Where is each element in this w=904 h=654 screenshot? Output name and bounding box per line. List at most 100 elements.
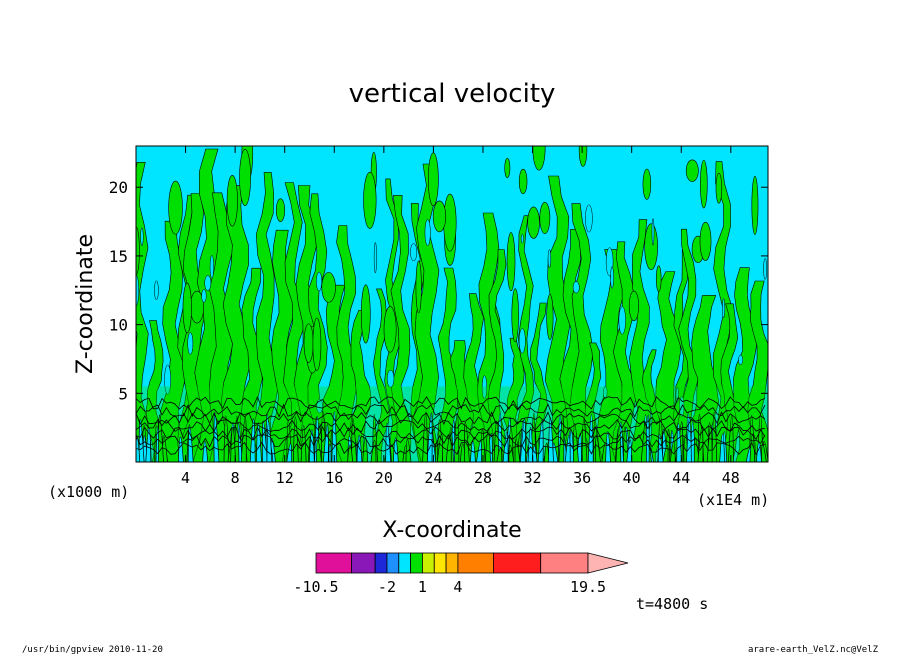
- colorbar-segment: [540, 552, 589, 574]
- x-tick-label: 16: [325, 469, 343, 487]
- velocity-blob: [751, 176, 759, 235]
- low-level-cell: [436, 434, 443, 462]
- velocity-blob: [427, 152, 439, 207]
- colorbar-label: -2: [378, 578, 396, 596]
- velocity-gap: [610, 266, 614, 289]
- x-tick-label: 8: [231, 469, 240, 487]
- x-tick-label: 36: [573, 469, 591, 487]
- velocity-gap: [164, 364, 172, 395]
- velocity-gap: [572, 281, 580, 294]
- velocity-blob: [239, 149, 251, 206]
- velocity-gap: [518, 328, 526, 354]
- contour-line: [136, 426, 766, 441]
- velocity-blob: [527, 206, 540, 239]
- low-level-cell: [508, 444, 515, 462]
- velocity-blob: [700, 159, 708, 209]
- low-level-cell: [706, 424, 713, 462]
- velocity-gap: [547, 249, 552, 269]
- low-level-cell: [261, 420, 268, 462]
- velocity-plume: [390, 195, 412, 462]
- low-level-cell: [286, 443, 293, 462]
- low-level-cell: [676, 422, 682, 462]
- x-tick-label: 32: [524, 469, 542, 487]
- velocity-gap: [738, 354, 743, 366]
- velocity-gap: [520, 234, 524, 244]
- footer-right: arare-earth_VelZ.nc@VelZ: [748, 645, 879, 654]
- velocity-blob: [182, 282, 192, 334]
- velocity-gap: [410, 243, 418, 262]
- low-level-cell: [187, 426, 194, 462]
- y-tick-label: 20: [109, 178, 128, 197]
- low-level-cell: [331, 411, 338, 462]
- chart-title: vertical velocity: [349, 79, 556, 109]
- colorbar-segment: [433, 552, 447, 574]
- velocity-blob: [511, 288, 519, 343]
- low-level-cell: [316, 439, 322, 462]
- velocity-blob: [655, 265, 662, 292]
- velocity-blob: [539, 201, 551, 234]
- x-tick-label: 24: [424, 469, 442, 487]
- contour-line: [136, 441, 765, 456]
- low-level-cell: [756, 441, 762, 462]
- colorbar-segment: [386, 552, 400, 574]
- low-level-cell: [502, 431, 509, 462]
- velocity-blob: [415, 260, 422, 314]
- velocity-blob: [578, 146, 588, 167]
- velocity-blob: [546, 293, 554, 341]
- velocity-gap: [316, 398, 323, 414]
- colorbar-segment: [410, 552, 423, 574]
- velocity-blob: [226, 174, 238, 227]
- colorbar-segment: [398, 552, 412, 574]
- velocity-gap: [651, 218, 655, 246]
- low-level-cell: [256, 422, 262, 462]
- velocity-blob: [644, 223, 658, 271]
- colorbar-segment: [445, 552, 459, 574]
- velocity-blob: [518, 168, 528, 195]
- low-level-cell: [362, 437, 369, 462]
- boundary-layer-contours: [136, 386, 768, 462]
- colorbar-label: 19.5: [570, 578, 606, 596]
- velocity-plume: [569, 203, 596, 462]
- velocity-gap: [386, 369, 395, 388]
- velocity-gap: [154, 280, 159, 301]
- colorbar-label: -10.5: [293, 578, 338, 596]
- velocity-blob: [506, 232, 516, 292]
- colorbar-label: 4: [453, 578, 462, 596]
- contour-line: [136, 395, 766, 410]
- low-level-cell: [445, 432, 452, 462]
- x-tick-label: 40: [623, 469, 641, 487]
- y-tick-label: 10: [109, 316, 128, 335]
- velocity-blob: [275, 198, 286, 222]
- velocity-blob: [432, 200, 447, 233]
- low-level-cell: [476, 440, 482, 462]
- velocity-blob: [715, 172, 723, 204]
- velocity-gap: [424, 219, 431, 246]
- low-level-cell: [719, 433, 725, 462]
- velocity-gap: [603, 386, 608, 399]
- low-level-cell: [138, 419, 145, 462]
- velocity-gap: [618, 306, 626, 335]
- velocity-gap: [187, 332, 194, 355]
- velocity-blob: [363, 171, 377, 229]
- low-level-cell: [662, 444, 669, 462]
- velocity-blob: [303, 323, 314, 363]
- velocity-blob: [360, 284, 371, 344]
- velocity-plume: [437, 267, 458, 462]
- y-axis-label: Z-coordinate: [73, 234, 98, 374]
- colorbar-segment: [457, 552, 494, 574]
- x-tick-label: 28: [474, 469, 492, 487]
- colorbar-segment: [374, 552, 388, 574]
- y-tick-label: 15: [109, 247, 128, 266]
- contour-line: [136, 403, 766, 418]
- colorbar-arrow: [587, 552, 629, 574]
- velocity-blob: [532, 146, 546, 171]
- x-tick-label: 12: [276, 469, 294, 487]
- velocity-gap: [481, 375, 488, 400]
- velocity-plume: [239, 267, 265, 462]
- x-tick-label: 4: [181, 469, 190, 487]
- velocity-gap: [209, 255, 214, 279]
- low-level-cell: [640, 422, 647, 462]
- colorbar: -10.5 -2 1 4 19.5: [293, 552, 629, 596]
- low-level-cell: [223, 415, 230, 462]
